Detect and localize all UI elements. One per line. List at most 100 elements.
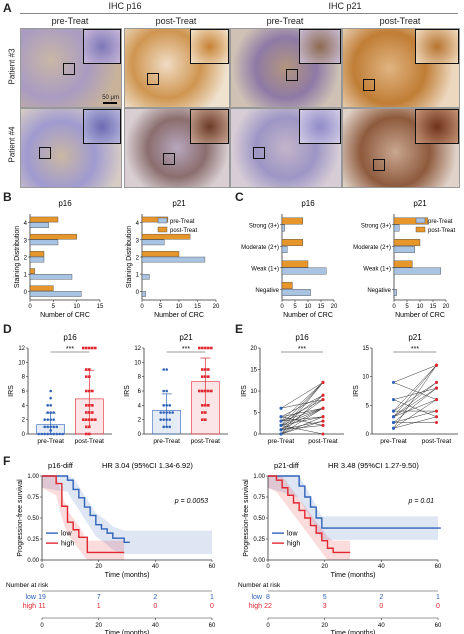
ihc-image-p4-p16-pre bbox=[20, 108, 122, 188]
data-point-post bbox=[435, 386, 438, 390]
risk-count: 11 bbox=[38, 603, 45, 610]
x-axis-label: Number of CRC bbox=[154, 312, 204, 319]
bar-pre bbox=[281, 246, 288, 253]
chart-c-p16: p16 Negative Weak (1+) Moderate (2+) Strong … bbox=[241, 199, 338, 319]
y-axis-label: Progression-free survival bbox=[17, 479, 24, 557]
bar-pre bbox=[393, 224, 400, 232]
pair-line bbox=[393, 399, 437, 429]
data-point-pre bbox=[279, 423, 283, 427]
risk-count: 2 bbox=[153, 594, 157, 601]
y-tick-label: 0.25 bbox=[253, 537, 265, 543]
data-point bbox=[94, 418, 97, 421]
scale-bar bbox=[103, 102, 117, 104]
y-tick-label: 0.75 bbox=[253, 495, 265, 501]
data-point bbox=[201, 404, 204, 407]
chart-f-p16: p16-diff HR 3.04 (95%CI 1.34-6.92) p = 0.0… bbox=[6, 461, 216, 634]
data-point-pre bbox=[392, 426, 395, 430]
bar-pre bbox=[141, 291, 146, 297]
data-point bbox=[201, 389, 204, 393]
data-point bbox=[82, 418, 85, 421]
data-point bbox=[88, 346, 91, 350]
zoom-box bbox=[286, 69, 298, 81]
bar-pre bbox=[29, 256, 45, 263]
bar-pre bbox=[141, 256, 206, 263]
risk-x-axis-label: Time (months) bbox=[105, 630, 150, 634]
bar-post bbox=[281, 239, 303, 246]
y-tick-label: 2 bbox=[24, 256, 28, 262]
data-point bbox=[85, 375, 88, 378]
row-label-patient-3: Patient #3 bbox=[7, 48, 17, 85]
data-point bbox=[46, 404, 49, 407]
data-point bbox=[43, 425, 46, 429]
y-tick-label: 0.50 bbox=[253, 516, 265, 522]
data-point bbox=[204, 411, 207, 414]
pair-line bbox=[280, 395, 324, 418]
chart-f-p21: p21-diff HR 3.48 (95%CI 1.27-9.50) p = 0.0… bbox=[238, 461, 442, 634]
y-tick-label: Weak (1+) bbox=[251, 266, 279, 272]
risk-x-tick-label: 60 bbox=[209, 623, 216, 629]
x-tick-label: pre-Treat bbox=[268, 438, 295, 445]
panel-label-e: E bbox=[235, 322, 244, 336]
legend-swatch bbox=[415, 226, 426, 233]
data-point bbox=[201, 346, 204, 350]
zoom-box bbox=[163, 153, 175, 165]
ci-band-low bbox=[268, 476, 441, 540]
risk-x-axis-label: Time (months) bbox=[331, 630, 376, 634]
data-point bbox=[198, 346, 201, 350]
data-point-pre bbox=[279, 419, 283, 423]
chart-b-p16: p16 0 1 2 3 4 0 5 10 15 Number of CRC Staining Dist… bbox=[14, 199, 104, 319]
risk-count: 22 bbox=[264, 603, 272, 610]
y-axis-label: Progression-free survival bbox=[243, 479, 250, 557]
risk-x-tick-label: 20 bbox=[95, 623, 102, 629]
risk-table-title: Number at risk bbox=[6, 582, 49, 589]
data-point bbox=[207, 389, 210, 393]
data-point bbox=[162, 418, 165, 421]
bar-pre bbox=[141, 273, 150, 280]
ihc-image-p3-p16-post bbox=[124, 28, 230, 108]
bar-pre bbox=[29, 239, 59, 246]
legend-label: pre-Treat bbox=[170, 219, 195, 225]
col-pre-p21: pre-Treat bbox=[266, 16, 304, 26]
x-tick-label: post-Treat bbox=[75, 438, 105, 445]
x-axis-label: Number of CRC bbox=[395, 312, 445, 319]
data-point bbox=[204, 418, 207, 421]
y-tick-label: 0.50 bbox=[27, 516, 39, 522]
y-tick-label: 0.75 bbox=[27, 495, 39, 501]
y-tick-label: 2 bbox=[22, 418, 26, 424]
p-value: p = 0.0053 bbox=[174, 498, 208, 505]
data-point bbox=[91, 404, 94, 407]
risk-x-tick-label: 20 bbox=[321, 623, 328, 629]
data-point bbox=[85, 346, 88, 350]
y-tick-label: 6 bbox=[22, 389, 26, 395]
x-tick-label: 40 bbox=[152, 564, 159, 570]
y-tick-label: 12 bbox=[134, 346, 141, 352]
y-axis-label: IRS bbox=[124, 385, 131, 397]
data-point bbox=[91, 346, 94, 350]
data-point bbox=[85, 418, 88, 421]
bar-pre bbox=[281, 224, 285, 232]
data-point-post bbox=[321, 423, 325, 427]
data-point bbox=[201, 418, 204, 421]
risk-x-tick-label: 40 bbox=[152, 623, 159, 629]
x-tick-label: 15 bbox=[430, 304, 437, 310]
y-tick-label: 0 bbox=[24, 290, 28, 296]
panel-label-f: F bbox=[3, 454, 11, 468]
x-tick-label: 0 bbox=[140, 304, 144, 310]
ci-band-low bbox=[42, 476, 212, 555]
data-point bbox=[201, 411, 204, 414]
header-ihc-p21: IHC p21 bbox=[328, 1, 362, 11]
data-point-pre bbox=[279, 432, 283, 436]
data-point bbox=[159, 418, 162, 421]
data-point bbox=[207, 404, 210, 407]
bar-pre bbox=[393, 267, 441, 275]
zoom-box bbox=[253, 147, 265, 159]
data-point-pre bbox=[279, 428, 283, 432]
zoom-box bbox=[373, 159, 385, 171]
chart-title: p21-diff bbox=[274, 461, 300, 470]
x-tick-label: 15 bbox=[194, 304, 201, 310]
x-axis-label: Time (months) bbox=[105, 572, 150, 579]
data-point-post bbox=[321, 419, 325, 423]
y-axis-label: IRS bbox=[8, 385, 15, 397]
x-axis-label: Time (months) bbox=[331, 572, 376, 579]
y-axis-label: IRS bbox=[241, 385, 248, 397]
